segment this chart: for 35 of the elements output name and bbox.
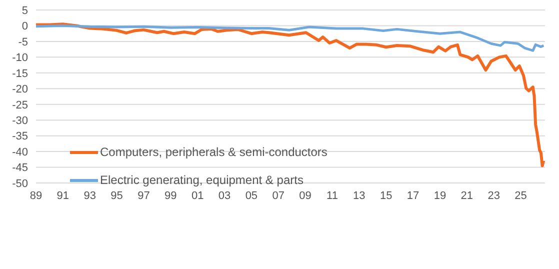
- y-tick-label: 0: [22, 20, 28, 33]
- x-tick-label: 95: [110, 190, 123, 202]
- y-tick-label: -5: [18, 36, 28, 48]
- y-tick-label: -10: [12, 52, 28, 64]
- x-tick-label: 07: [272, 190, 285, 202]
- y-tick-label: -30: [12, 114, 28, 127]
- x-tick-label: 99: [164, 190, 177, 202]
- x-tick-label: 23: [488, 190, 500, 202]
- x-tick-label: 15: [380, 190, 392, 202]
- x-tick-label: 21: [460, 190, 474, 202]
- x-tick-label: 89: [30, 190, 42, 202]
- y-tick-label: -35: [12, 130, 28, 143]
- x-tick-label: 91: [56, 190, 70, 202]
- x-tick-label: 25: [514, 190, 527, 202]
- line-series: [36, 22, 545, 168]
- x-tick-label: 01: [191, 190, 204, 202]
- y-tick-label: 5: [22, 4, 28, 17]
- x-tick-label: 93: [84, 190, 96, 202]
- x-tick-label: 13: [353, 190, 366, 202]
- y-tick-label: -20: [12, 84, 28, 96]
- y-tick-label: -50: [12, 178, 28, 190]
- x-tick-label: 09: [299, 190, 312, 202]
- x-tick-label: 11: [326, 190, 338, 202]
- x-tick-label: 97: [138, 190, 150, 202]
- y-tick-label: -45: [12, 162, 28, 174]
- legend-label: Computers, peripherals & semi-conductors: [100, 145, 328, 159]
- y-tick-label: -25: [12, 99, 28, 112]
- x-tick-label: 05: [245, 190, 258, 202]
- x-tick-label: 03: [218, 190, 231, 202]
- legend-label: Electric generating, equipment & parts: [100, 173, 304, 187]
- line-series: [36, 24, 545, 52]
- x-tick-label: 17: [406, 190, 420, 202]
- y-tick-label: -40: [12, 146, 28, 158]
- y-tick-label: -15: [12, 68, 28, 80]
- x-tick-label: 19: [434, 190, 446, 202]
